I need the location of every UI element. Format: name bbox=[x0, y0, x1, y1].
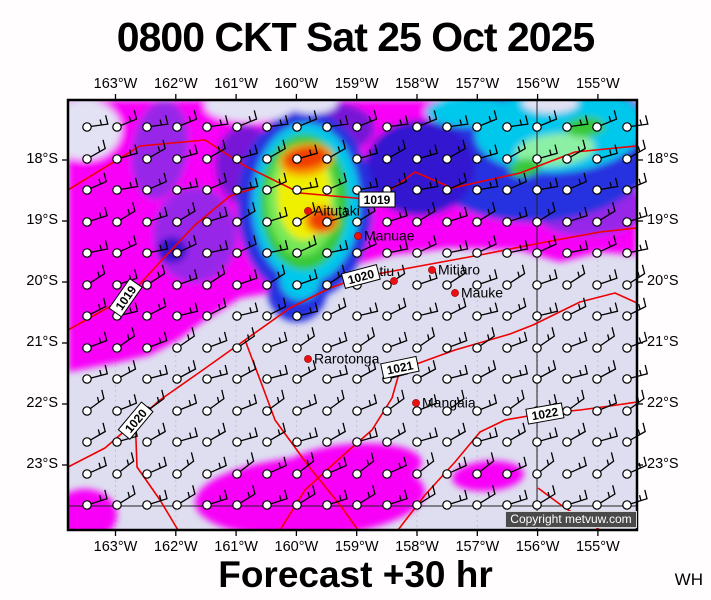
lon-label-bottom: 162°W bbox=[153, 539, 198, 555]
lat-label-right: 21°S bbox=[647, 334, 679, 350]
svg-text:1021: 1021 bbox=[385, 358, 414, 377]
island-dot bbox=[304, 355, 312, 363]
lat-label-left: 20°S bbox=[26, 273, 58, 289]
chart-title: 0800 CKT Sat 25 Oct 2025 bbox=[116, 14, 595, 60]
lat-label-right: 23°S bbox=[647, 456, 679, 472]
lon-label-bottom: 161°W bbox=[214, 539, 258, 555]
lat-label-right: 22°S bbox=[647, 395, 679, 411]
lat-label-left: 18°S bbox=[26, 151, 58, 167]
island-dot bbox=[390, 277, 398, 285]
island-label: Mangaia bbox=[422, 395, 476, 411]
lat-label-right: 20°S bbox=[647, 273, 679, 289]
island-label: Aitutaki bbox=[314, 203, 360, 219]
wind-barbs bbox=[82, 110, 649, 510]
lat-label-left: 19°S bbox=[26, 212, 58, 228]
lat-label-left: 23°S bbox=[26, 456, 58, 472]
lat-label-left: 21°S bbox=[26, 334, 58, 350]
lon-label-bottom: 159°W bbox=[334, 539, 379, 555]
lon-label-top: 156°W bbox=[515, 76, 560, 92]
lon-label-top: 155°W bbox=[576, 76, 620, 92]
island-label: Mauke bbox=[461, 285, 503, 301]
island-dot bbox=[428, 266, 436, 274]
lon-label-bottom: 158°W bbox=[395, 539, 439, 555]
lon-label-top: 158°W bbox=[395, 76, 439, 92]
svg-text:1020: 1020 bbox=[346, 267, 376, 288]
lon-label-bottom: 156°W bbox=[515, 539, 560, 555]
lat-label-right: 19°S bbox=[647, 212, 679, 228]
forecaster-initials: WH bbox=[674, 570, 703, 589]
lon-label-top: 157°W bbox=[455, 76, 500, 92]
island-label: Manuae bbox=[364, 228, 415, 244]
island-dot bbox=[354, 232, 362, 240]
island-dot bbox=[451, 289, 459, 297]
forecast-label: Forecast +30 hr bbox=[218, 554, 493, 595]
lon-label-top: 161°W bbox=[214, 76, 258, 92]
copyright-badge: Copyright metvuw.com bbox=[505, 511, 637, 528]
map-border bbox=[66, 98, 639, 532]
lat-label-right: 18°S bbox=[647, 151, 679, 167]
island-label: Mitiaro bbox=[438, 262, 480, 278]
island-dot bbox=[304, 207, 312, 215]
lon-label-top: 159°W bbox=[334, 76, 379, 92]
lat-label-left: 22°S bbox=[26, 395, 58, 411]
lon-label-bottom: 163°W bbox=[93, 539, 138, 555]
island-label: Rarotonga bbox=[314, 351, 380, 367]
svg-text:1022: 1022 bbox=[531, 405, 560, 423]
island-dot bbox=[412, 399, 420, 407]
lon-label-bottom: 160°W bbox=[274, 539, 319, 555]
lon-label-bottom: 157°W bbox=[455, 539, 500, 555]
islands: AitutakiManuaeMitiaroAtiuMaukeRarotongaM… bbox=[304, 203, 503, 411]
axis-ticks bbox=[62, 94, 643, 536]
lon-label-top: 162°W bbox=[153, 76, 198, 92]
lon-label-bottom: 155°W bbox=[576, 539, 620, 555]
svg-text:1019: 1019 bbox=[364, 193, 391, 207]
lon-label-top: 160°W bbox=[274, 76, 319, 92]
lon-label-top: 163°W bbox=[93, 76, 138, 92]
